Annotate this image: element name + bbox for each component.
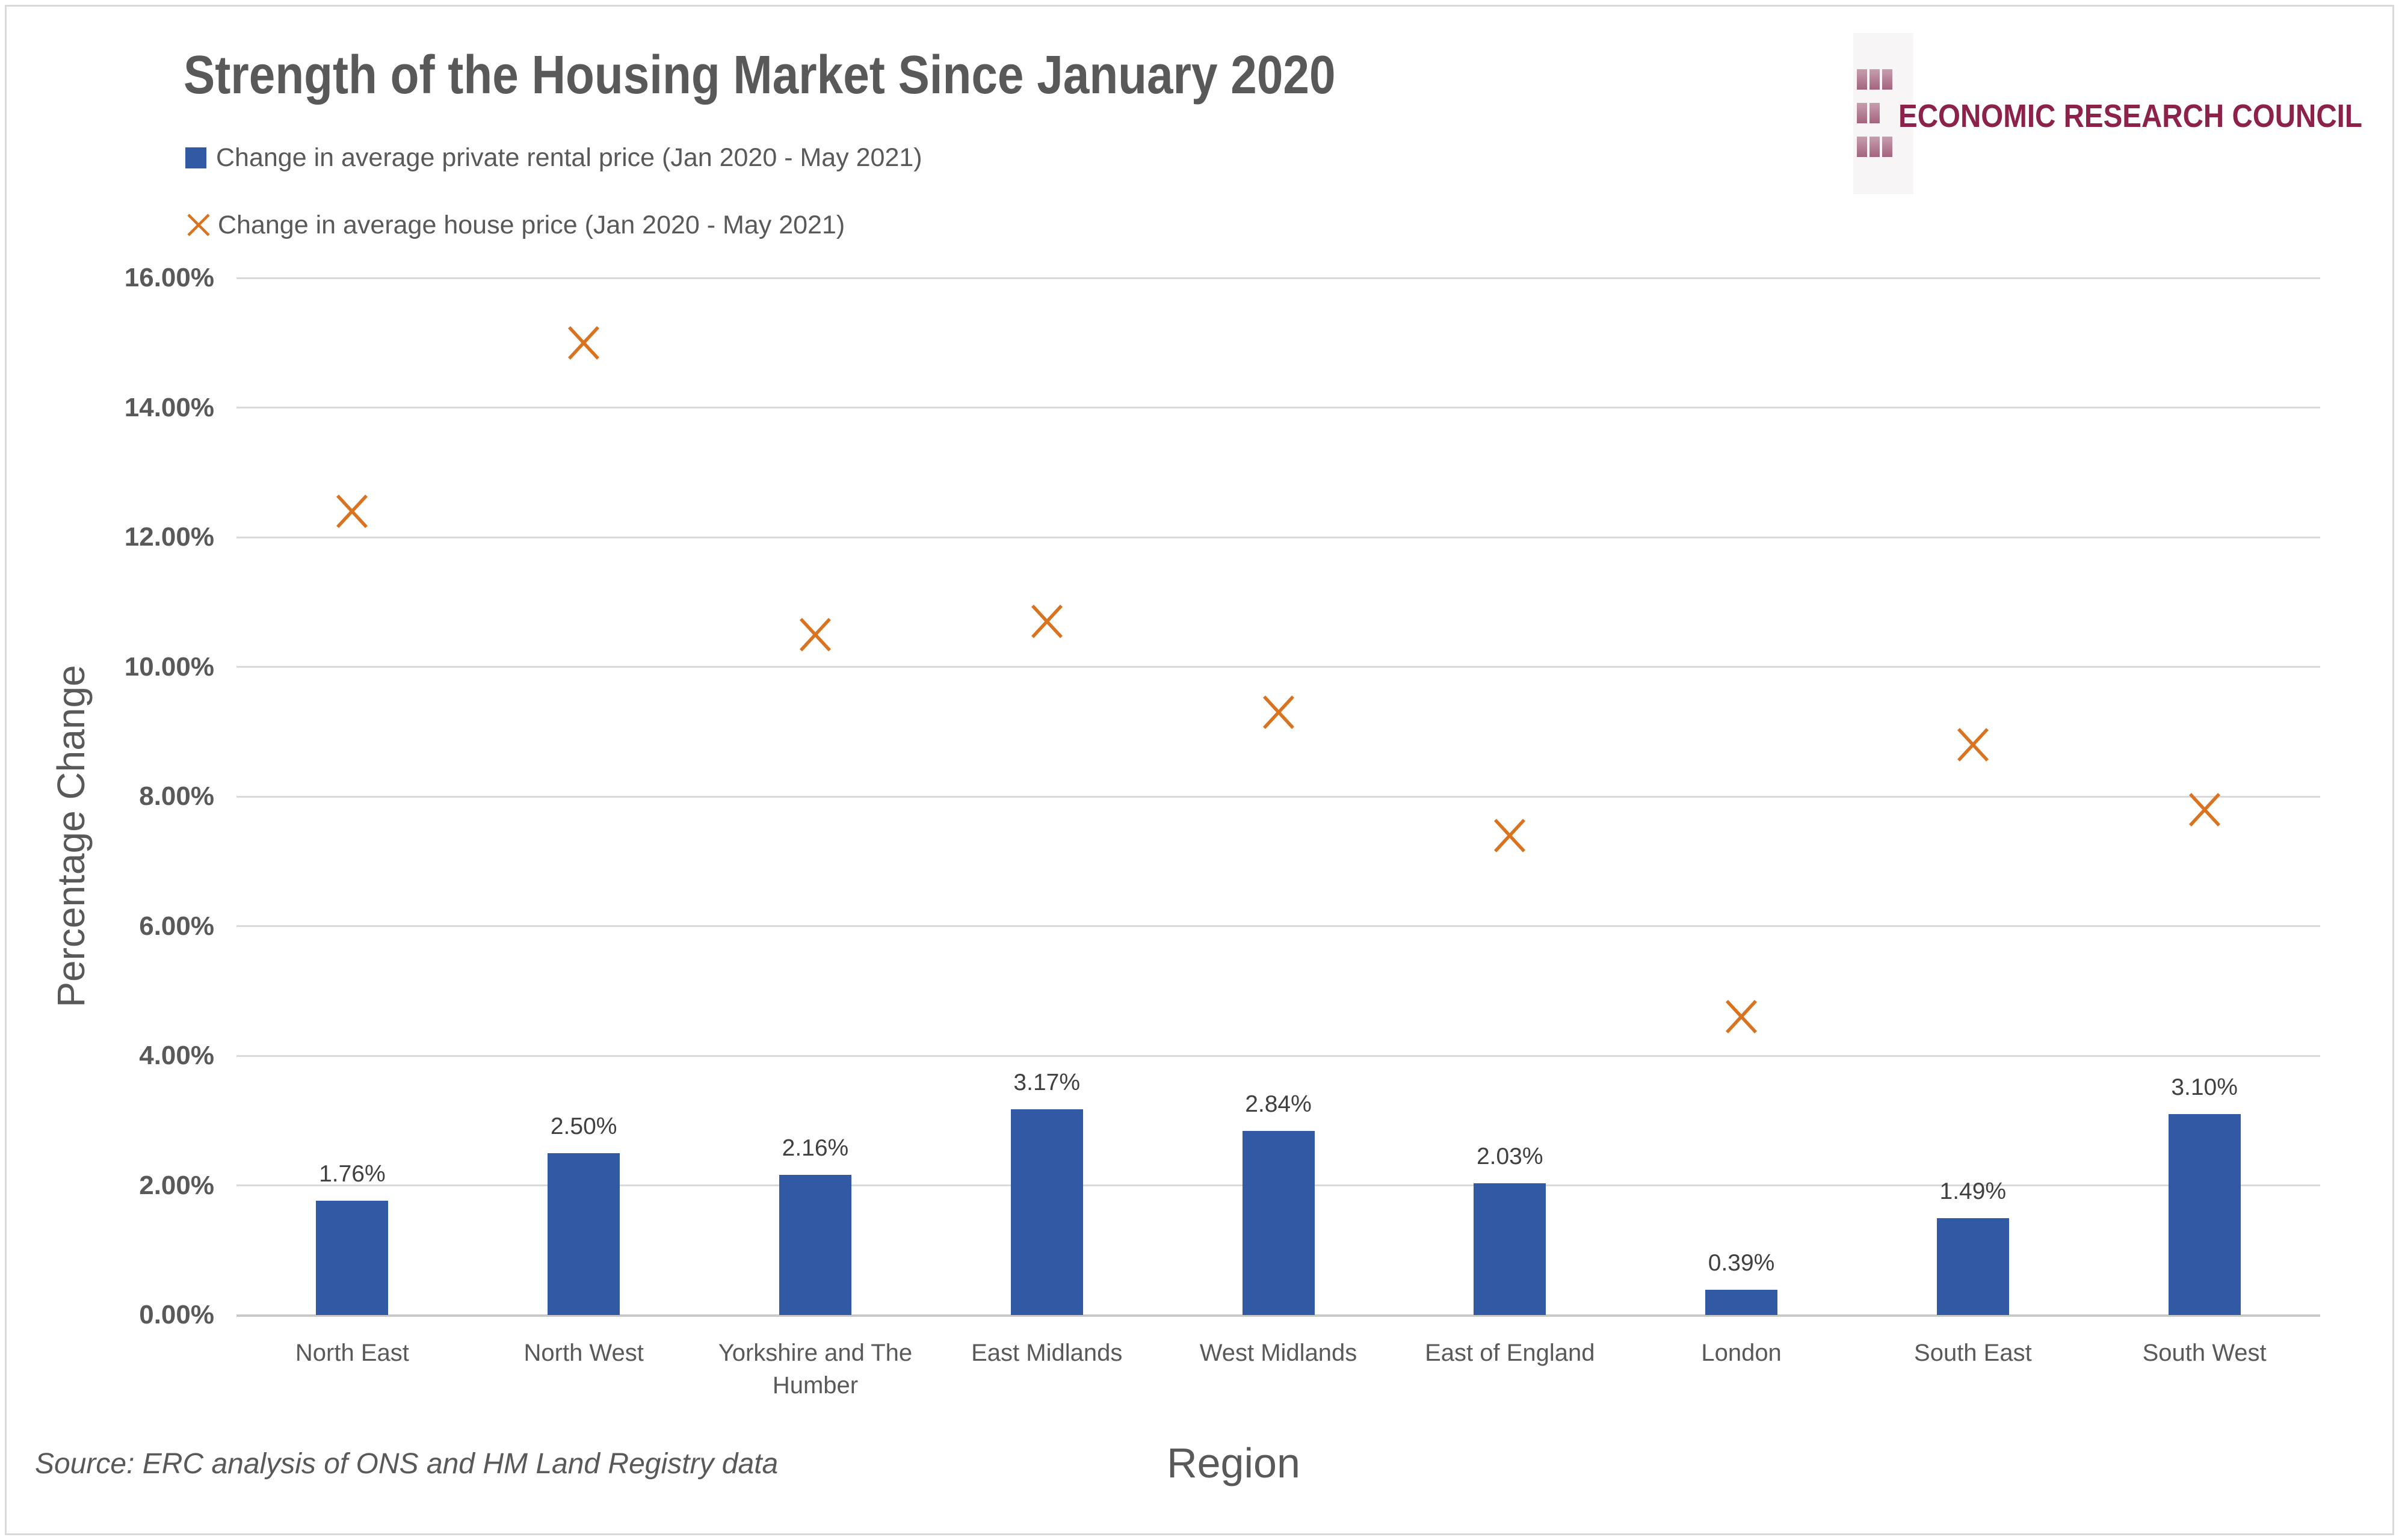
- bar-value-label: 1.49%: [1939, 1178, 2007, 1205]
- logo-square: [1882, 137, 1892, 157]
- chart-border: [5, 5, 2394, 1535]
- bar-value-label: 2.50%: [550, 1113, 617, 1139]
- erc-logo: ECONOMIC RESEARCH COUNCIL: [1853, 33, 2362, 196]
- bar-south-west: [2168, 1113, 2241, 1315]
- gridline: [236, 666, 2320, 668]
- bar-value-label: 1.76%: [319, 1161, 386, 1187]
- bar-series-swatch-icon: [185, 147, 206, 168]
- x-category-label: Yorkshire and The Humber: [718, 1340, 913, 1399]
- gridline: [236, 1314, 2320, 1317]
- legend-label-rental: Change in average private rental price (…: [216, 143, 922, 172]
- legend-item-house: Change in average house price (Jan 2020 …: [185, 211, 845, 239]
- y-tick-label: 14.00%: [124, 392, 214, 422]
- bar-value-label: 2.84%: [1245, 1091, 1312, 1117]
- bar-west-midlands: [1242, 1131, 1315, 1315]
- y-tick-label: 10.00%: [124, 651, 214, 682]
- logo-square: [1869, 137, 1880, 157]
- bar-value-label: 2.16%: [782, 1135, 849, 1162]
- x-axis-category-labels: North East North West Yorkshire and The Hu…: [236, 1337, 2320, 1402]
- legend-item-rental: Change in average private rental price (…: [185, 143, 922, 172]
- erc-logo-text: ECONOMIC RESEARCH COUNCIL: [1898, 98, 2362, 134]
- y-tick-label: 2.00%: [139, 1170, 214, 1200]
- bar-north-west: [548, 1153, 620, 1315]
- x-category-label: West Midlands: [1199, 1340, 1357, 1366]
- x-marker: [1494, 818, 1526, 852]
- x-axis-title: Region: [1167, 1440, 1300, 1486]
- bar-south-east: [1936, 1218, 2009, 1315]
- x-marker: [336, 494, 368, 528]
- x-category-label: East Midlands: [971, 1340, 1123, 1366]
- source-note: Source: ERC analysis of ONS and HM Land …: [35, 1448, 779, 1480]
- bar-east-midlands: [1010, 1109, 1083, 1315]
- x-category-label: North West: [523, 1340, 644, 1366]
- x-marker-icon: [187, 214, 210, 236]
- bar-value-label: 3.17%: [1013, 1070, 1081, 1096]
- chart-title: Strength of the Housing Market Since Jan…: [184, 45, 1336, 105]
- y-tick-label: 8.00%: [139, 781, 214, 811]
- bar-value-label: 0.39%: [1708, 1249, 1775, 1276]
- x-category-label: East of England: [1425, 1340, 1595, 1366]
- y-tick-label: 0.00%: [139, 1300, 214, 1329]
- bar-value-label: 2.03%: [1476, 1144, 1543, 1170]
- x-category-label: South East: [1914, 1340, 2032, 1366]
- x-category-label: South West: [2142, 1340, 2267, 1366]
- legend-label-house: Change in average house price (Jan 2020 …: [218, 210, 845, 239]
- y-tick-label: 4.00%: [139, 1041, 214, 1070]
- x-category-label: North East: [295, 1340, 409, 1366]
- x-marker: [1262, 695, 1294, 729]
- bar-yorkshire-and-the-humber: [779, 1175, 851, 1315]
- x-marker: [1957, 727, 1989, 762]
- logo-square: [1857, 103, 1867, 123]
- bar-london: [1705, 1289, 1778, 1315]
- logo-square: [1857, 69, 1867, 90]
- gridline: [236, 536, 2320, 538]
- x-marker: [1726, 1000, 1758, 1034]
- logo-square: [1857, 137, 1867, 157]
- y-tick-label: 12.00%: [124, 522, 214, 552]
- bar-value-label: 3.10%: [2171, 1074, 2238, 1100]
- gridline: [236, 277, 2320, 279]
- x-category-label: London: [1701, 1340, 1782, 1366]
- x-marker: [1031, 605, 1063, 638]
- gridline: [236, 1055, 2320, 1057]
- bar-north-east: [316, 1201, 389, 1315]
- logo-square: [1869, 103, 1880, 123]
- gridline: [236, 407, 2320, 408]
- y-tick-label: 6.00%: [139, 911, 214, 941]
- logo-square: [1869, 69, 1880, 90]
- x-marker: [2188, 792, 2220, 827]
- plot-area: 1.76% 2.50% 2.16% 3.17% 2.84% 2.03% 0.39% 1.49%…: [236, 277, 2320, 1317]
- logo-square: [1882, 69, 1892, 90]
- x-marker: [568, 325, 600, 360]
- x-marker: [799, 617, 831, 651]
- y-tick-label: 16.00%: [124, 263, 214, 292]
- gridline: [236, 795, 2320, 798]
- y-axis-tick-labels: 16.00% 14.00% 12.00% 10.00% 8.00% 6.00% 4.00% 2…: [36, 263, 214, 1329]
- bar-east-of-england: [1474, 1183, 1546, 1315]
- gridline: [236, 925, 2320, 927]
